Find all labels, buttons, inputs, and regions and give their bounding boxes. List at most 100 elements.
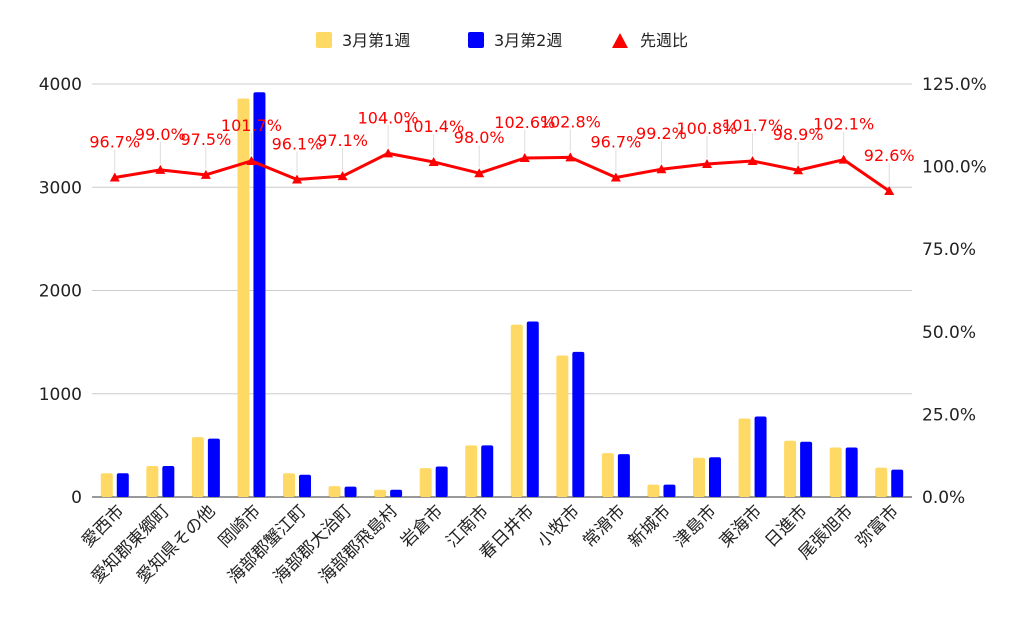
ratio-point[interactable] — [838, 154, 849, 164]
ratio-data-label: 101.7% — [221, 116, 282, 135]
bar-week1[interactable] — [465, 445, 478, 497]
y-left-tick-label: 4000 — [39, 75, 82, 95]
ratio-point[interactable] — [793, 165, 804, 175]
category-label: 小牧市 — [534, 501, 584, 551]
bar-week1[interactable] — [419, 468, 432, 497]
ratio-point[interactable] — [428, 156, 439, 166]
category-label: 常滑市 — [579, 501, 629, 551]
ratio-point[interactable] — [383, 148, 394, 158]
ratio-data-label: 98.0% — [454, 128, 505, 147]
ratio-data-label: 96.7% — [89, 133, 140, 152]
bar-week2[interactable] — [891, 469, 904, 497]
bar-week2[interactable] — [481, 445, 494, 497]
bar-week1[interactable] — [283, 473, 295, 497]
ratio-point[interactable] — [702, 158, 712, 168]
bar-week1[interactable] — [693, 457, 705, 497]
ratio-point[interactable] — [246, 155, 257, 165]
y-right-tick-label: 0.0% — [922, 488, 965, 508]
ratio-data-label: 104.0% — [358, 108, 419, 127]
legend-swatch-week2 — [468, 32, 484, 48]
y-right-tick-label: 75.0% — [922, 240, 976, 260]
ratio-data-label: 102.8% — [540, 112, 601, 131]
bar-week1[interactable] — [556, 355, 569, 497]
ratio-point[interactable] — [155, 164, 166, 174]
ratio-data-label: 102.1% — [813, 115, 874, 134]
bar-week2[interactable] — [253, 92, 266, 497]
data-labels: 96.7%99.0%97.5%101.7%96.1%97.1% 104.0%101… — [89, 108, 915, 186]
ratio-data-label: 99.2% — [636, 124, 687, 143]
bar-week2[interactable] — [390, 489, 403, 497]
category-label: 東海市 — [716, 501, 766, 551]
bar-week2[interactable] — [299, 474, 311, 497]
y-right-tick-label: 25.0% — [922, 405, 976, 425]
bar-week1[interactable] — [875, 467, 888, 497]
bar-week1[interactable] — [374, 489, 387, 497]
bar-week2[interactable] — [162, 466, 175, 497]
bar-week2[interactable] — [845, 447, 858, 497]
bar-week2[interactable] — [116, 473, 129, 497]
ratio-point[interactable] — [610, 172, 621, 182]
bar-week1[interactable] — [829, 447, 842, 497]
bar-week1[interactable] — [100, 473, 113, 497]
ratio-data-label: 97.1% — [317, 131, 368, 150]
bar-week1[interactable] — [191, 437, 204, 497]
ratio-point[interactable] — [747, 155, 758, 165]
bar-week1[interactable] — [237, 98, 250, 497]
category-label: 岩倉市 — [397, 501, 447, 551]
bar-week1[interactable] — [146, 466, 159, 497]
ratio-line — [109, 148, 895, 196]
legend-label-week2: 3月第2週 — [494, 31, 562, 50]
y-axis-right: 0.0% 25.0% 50.0% 75.0% 100.0% 125.0% — [922, 75, 987, 508]
bar-week2[interactable] — [572, 351, 585, 497]
ratio-point[interactable] — [565, 152, 576, 162]
bar-week1[interactable] — [647, 484, 660, 497]
category-label: 津島市 — [670, 501, 720, 551]
ratio-series-line — [114, 151, 891, 193]
bar-week2[interactable] — [207, 438, 220, 497]
ratio-point[interactable] — [884, 186, 895, 196]
ratio-data-label: 97.5% — [180, 130, 231, 149]
bar-week2[interactable] — [435, 466, 448, 497]
y-left-tick-label: 2000 — [39, 282, 82, 302]
y-axis-left: 0 1000 2000 3000 4000 — [39, 75, 82, 508]
ratio-point[interactable] — [109, 172, 120, 182]
y-right-tick-label: 100.0% — [922, 158, 987, 178]
y-right-tick-label: 50.0% — [922, 323, 976, 343]
x-axis-categories: 愛西市愛知郡東郷町愛知県その他岡崎市海部郡蟹江町海部郡大治町海部郡飛島村岩倉市江… — [78, 501, 903, 587]
bar-week2[interactable] — [526, 321, 539, 497]
legend[interactable]: 3月第1週 3月第2週 先週比 — [316, 31, 688, 50]
bar-week1[interactable] — [510, 324, 523, 497]
bar-week1[interactable] — [328, 486, 341, 497]
category-label: 弥富市 — [853, 501, 903, 551]
gridlines — [92, 83, 912, 498]
bar-week2[interactable] — [800, 441, 813, 497]
y-left-tick-label: 1000 — [39, 385, 82, 405]
ratio-point[interactable] — [474, 168, 485, 178]
ratio-data-label: 101.4% — [403, 117, 464, 136]
y-left-tick-label: 3000 — [39, 178, 82, 198]
legend-swatch-week1 — [316, 32, 332, 48]
bar-week1[interactable] — [784, 440, 797, 497]
bar-week2[interactable] — [754, 416, 767, 497]
ratio-data-label: 92.6% — [864, 146, 915, 165]
ratio-point[interactable] — [519, 153, 530, 163]
bar-week2[interactable] — [709, 457, 721, 497]
bar-week2[interactable] — [663, 484, 676, 497]
ratio-point[interactable] — [656, 164, 667, 174]
ratio-point[interactable] — [292, 174, 302, 184]
legend-label-week1: 3月第1週 — [342, 31, 410, 50]
ratio-data-label: 102.6% — [494, 113, 555, 132]
bar-week1[interactable] — [601, 453, 614, 497]
ratio-data-label: 96.1% — [272, 134, 323, 153]
bars — [100, 92, 904, 497]
ratio-data-label: 99.0% — [135, 125, 186, 144]
bar-week2[interactable] — [344, 486, 357, 497]
ratio-point[interactable] — [337, 171, 348, 181]
bar-week2[interactable] — [617, 454, 630, 497]
ratio-point[interactable] — [200, 169, 211, 179]
y-right-tick-label: 125.0% — [922, 75, 987, 95]
legend-label-ratio: 先週比 — [640, 31, 688, 50]
bar-week1[interactable] — [738, 418, 751, 497]
